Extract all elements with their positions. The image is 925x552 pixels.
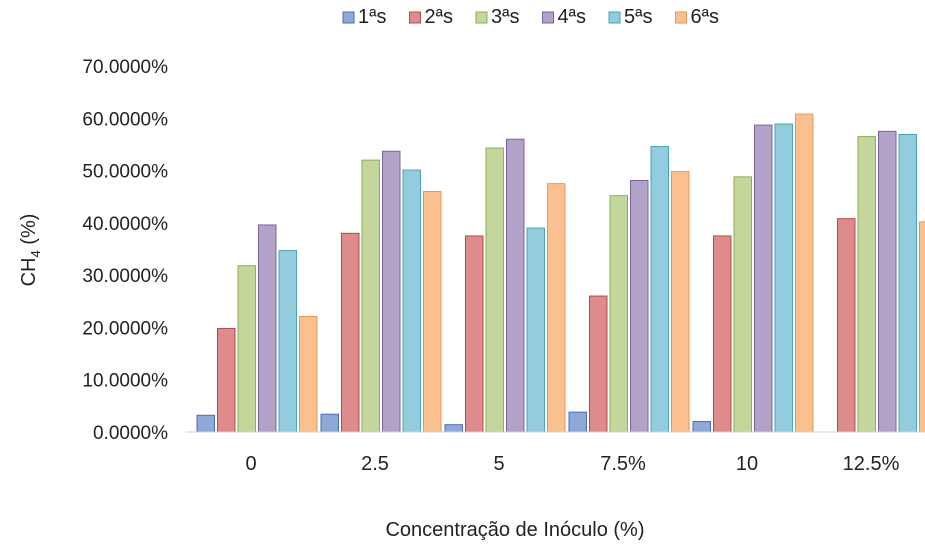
legend-label: 5ªs (624, 6, 653, 28)
bar (527, 228, 545, 432)
y-axis-ticks: 0.0000% 10.0000% 20.0000% 30.0000% 40.0000% 5… (82, 57, 168, 444)
legend: 1ªs 2ªs 3ªs 4ªs 5ªs 6ªs (343, 6, 719, 28)
legend-swatch (410, 12, 421, 23)
bar (858, 137, 876, 432)
bar (755, 125, 773, 432)
bar (466, 236, 484, 432)
legend-swatch (476, 12, 487, 23)
y-tick-label: 60.0000% (82, 109, 168, 130)
bar (383, 151, 401, 432)
bar (300, 316, 318, 432)
bar (238, 266, 256, 432)
bar (218, 328, 236, 432)
legend-swatch (543, 12, 554, 23)
bar (796, 114, 814, 432)
legend-swatch (343, 12, 354, 23)
y-tick-label: 40.0000% (82, 214, 168, 235)
bar (362, 160, 380, 432)
legend-label: 4ªs (558, 6, 587, 28)
bar (920, 222, 925, 432)
bar (197, 415, 215, 432)
y-tick-label: 10.0000% (82, 371, 168, 392)
bar (445, 425, 463, 432)
y-tick-label: 20.0000% (82, 318, 168, 339)
legend-item: 2ªs (410, 6, 454, 28)
y-tick-label: 70.0000% (82, 57, 168, 78)
bar (279, 251, 297, 432)
bar (321, 414, 339, 432)
x-tick-label: 2.5 (361, 453, 389, 475)
y-axis-title-main: CH (18, 258, 40, 287)
bar (403, 170, 421, 432)
x-axis-title: Concentração de Inóculo (%) (385, 519, 644, 541)
legend-label: 1ªs (358, 6, 387, 28)
bar (486, 148, 504, 432)
y-axis-title-subscript: 4 (28, 250, 43, 257)
bar (838, 219, 856, 432)
bar (651, 147, 669, 432)
bars (197, 114, 925, 432)
x-tick-label: 7.5% (600, 453, 646, 475)
bar (631, 181, 649, 432)
x-tick-label: 10 (736, 453, 758, 475)
legend-label: 3ªs (491, 6, 520, 28)
y-axis-title-tail: (%) (18, 214, 40, 251)
x-axis-ticks: 0 2.5 5 7.5% 10 12.5% (245, 453, 899, 475)
y-tick-label: 0.0000% (93, 423, 168, 444)
bar (342, 233, 360, 432)
y-axis-title: CH4 (%) (18, 214, 43, 287)
bar (775, 124, 793, 432)
legend-swatch (609, 12, 620, 23)
bar (899, 134, 917, 432)
legend-item: 1ªs (343, 6, 387, 28)
bar (714, 236, 732, 432)
legend-item: 3ªs (476, 6, 520, 28)
bar (424, 191, 442, 432)
bar (879, 131, 897, 432)
legend-label: 2ªs (425, 6, 454, 28)
legend-item: 6ªs (676, 6, 720, 28)
y-tick-label: 50.0000% (82, 162, 168, 183)
bar (569, 412, 587, 432)
legend-label: 6ªs (691, 6, 720, 28)
legend-swatch (676, 12, 687, 23)
bar (672, 172, 690, 432)
bar (548, 184, 566, 432)
bar (590, 296, 608, 432)
x-tick-label: 12.5% (843, 453, 900, 475)
x-tick-label: 5 (493, 453, 504, 475)
bar (507, 139, 525, 432)
legend-item: 5ªs (609, 6, 653, 28)
bar (610, 196, 628, 432)
legend-item: 4ªs (543, 6, 587, 28)
bar (693, 422, 711, 432)
y-tick-label: 30.0000% (82, 266, 168, 287)
x-tick-label: 0 (245, 453, 256, 475)
bar (259, 225, 277, 432)
bar (734, 177, 752, 432)
